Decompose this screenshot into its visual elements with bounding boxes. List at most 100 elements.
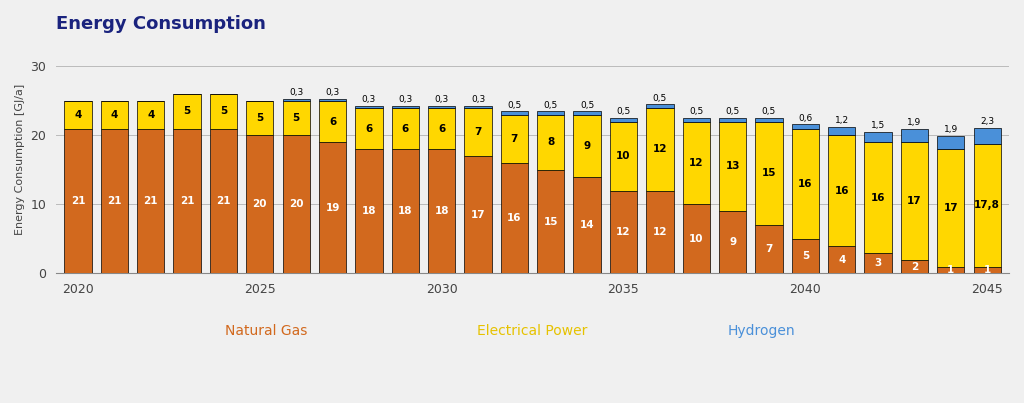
Bar <box>465 106 492 108</box>
Bar <box>283 99 310 101</box>
Bar <box>937 267 965 274</box>
Bar <box>719 118 746 122</box>
Text: Hydrogen: Hydrogen <box>727 324 795 338</box>
Text: 0,5: 0,5 <box>652 93 667 103</box>
Text: 17: 17 <box>907 196 922 206</box>
Text: 1: 1 <box>984 265 991 275</box>
Text: 0,3: 0,3 <box>434 95 449 104</box>
Text: 5: 5 <box>220 106 227 116</box>
Bar <box>683 122 710 204</box>
Text: 1: 1 <box>947 265 954 275</box>
Bar <box>210 94 238 129</box>
Text: 1,9: 1,9 <box>944 125 957 134</box>
Text: 0,5: 0,5 <box>580 100 594 110</box>
Bar <box>646 108 674 191</box>
Bar <box>501 115 528 163</box>
Bar <box>538 111 564 115</box>
Text: 4: 4 <box>111 110 118 120</box>
Bar <box>355 149 383 274</box>
Bar <box>318 142 346 274</box>
Bar <box>428 108 456 149</box>
Text: 20: 20 <box>289 199 303 210</box>
Text: 4: 4 <box>838 255 846 265</box>
Text: 1,2: 1,2 <box>835 116 849 125</box>
Text: 18: 18 <box>361 206 376 216</box>
Text: 17: 17 <box>471 210 485 220</box>
Text: 12: 12 <box>616 227 631 237</box>
Text: 3: 3 <box>874 258 882 268</box>
Text: 5: 5 <box>256 113 263 123</box>
Text: 16: 16 <box>835 186 849 195</box>
Bar <box>65 101 91 129</box>
Bar <box>974 267 1000 274</box>
Bar <box>283 101 310 135</box>
Text: 19: 19 <box>326 203 340 213</box>
Text: 0,5: 0,5 <box>762 108 776 116</box>
Text: 6: 6 <box>401 123 409 133</box>
Bar <box>100 101 128 129</box>
Text: 4: 4 <box>75 110 82 120</box>
Bar <box>719 211 746 274</box>
Text: 15: 15 <box>762 168 776 179</box>
Text: 0,3: 0,3 <box>326 88 340 97</box>
Text: 2,3: 2,3 <box>980 117 994 126</box>
Bar <box>646 191 674 274</box>
Bar <box>137 101 164 129</box>
Text: 0,5: 0,5 <box>689 108 703 116</box>
Bar <box>465 156 492 274</box>
Text: 4: 4 <box>147 110 155 120</box>
Text: 9: 9 <box>729 237 736 247</box>
Bar <box>173 129 201 274</box>
Bar <box>538 115 564 170</box>
Bar <box>864 253 892 274</box>
Bar <box>828 246 855 274</box>
Text: 2: 2 <box>910 262 919 272</box>
Bar <box>173 94 201 129</box>
Text: 12: 12 <box>652 227 667 237</box>
Text: 5: 5 <box>293 113 300 123</box>
Text: 5: 5 <box>183 106 190 116</box>
Text: 0,5: 0,5 <box>507 100 521 110</box>
Text: 0,3: 0,3 <box>471 95 485 104</box>
Text: 21: 21 <box>108 196 122 206</box>
Text: 20: 20 <box>253 199 267 210</box>
Text: 17,8: 17,8 <box>974 200 1000 210</box>
Bar <box>65 129 91 274</box>
Bar <box>792 129 819 239</box>
Text: 16: 16 <box>870 193 886 203</box>
Bar <box>828 135 855 246</box>
Text: 7: 7 <box>474 127 481 137</box>
Bar <box>573 115 601 177</box>
Text: 21: 21 <box>180 196 195 206</box>
Text: 0,5: 0,5 <box>544 100 558 110</box>
Bar <box>683 118 710 122</box>
Bar <box>391 149 419 274</box>
Bar <box>792 239 819 274</box>
Bar <box>318 99 346 101</box>
Text: 18: 18 <box>434 206 449 216</box>
Text: 21: 21 <box>71 196 85 206</box>
Bar <box>573 111 601 115</box>
Text: 21: 21 <box>216 196 230 206</box>
Text: 0,3: 0,3 <box>361 95 376 104</box>
Bar <box>828 127 855 135</box>
Bar <box>465 108 492 156</box>
Text: 0,3: 0,3 <box>398 95 413 104</box>
Bar <box>974 144 1000 267</box>
Bar <box>974 128 1000 144</box>
Text: 0,5: 0,5 <box>616 108 631 116</box>
Text: 16: 16 <box>507 213 521 223</box>
Bar <box>428 106 456 108</box>
Text: 12: 12 <box>689 158 703 168</box>
Bar <box>756 122 782 225</box>
Text: 15: 15 <box>544 217 558 227</box>
Bar <box>901 260 928 274</box>
Bar <box>355 106 383 108</box>
Text: 13: 13 <box>725 162 740 172</box>
Bar <box>246 101 273 135</box>
Bar <box>792 125 819 129</box>
Bar <box>646 104 674 108</box>
Text: 17: 17 <box>943 203 958 213</box>
Bar <box>756 225 782 274</box>
Text: Electrical Power: Electrical Power <box>477 324 588 338</box>
